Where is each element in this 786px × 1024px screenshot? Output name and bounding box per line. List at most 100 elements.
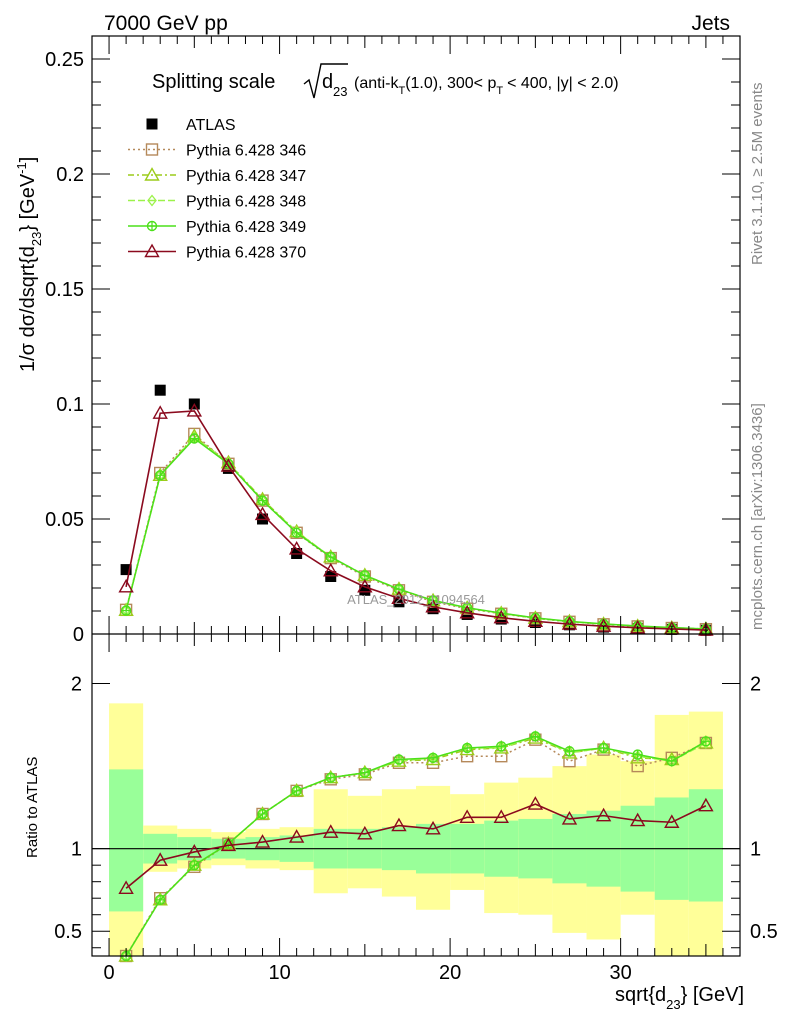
legend-entry-p346: Pythia 6.428 346 xyxy=(128,143,306,160)
legend-label: Pythia 6.428 349 xyxy=(186,219,306,236)
series-point-p370 xyxy=(493,609,509,624)
series-point-p349 xyxy=(666,755,677,767)
marker-cross xyxy=(292,528,302,538)
legend-marker xyxy=(144,243,160,258)
series-point-p349 xyxy=(155,470,166,481)
series-point-p370 xyxy=(220,458,237,472)
band-inner-bin xyxy=(688,789,723,902)
ratio-ylabel: Ratio to ATLAS xyxy=(24,757,41,858)
series-point-p370 xyxy=(186,844,203,858)
title-variable: d xyxy=(322,71,333,93)
legend-entry-p349: Pythia 6.428 349 xyxy=(128,219,306,236)
marker-cross xyxy=(667,756,677,766)
marker-cross xyxy=(189,860,199,870)
y-tick-label: 0.1 xyxy=(56,394,84,416)
top-panel-series xyxy=(118,384,714,636)
series-line-p370 xyxy=(125,803,707,889)
title-rest-3: < 400, |y| < 2.0) xyxy=(507,75,619,92)
series-point-p370 xyxy=(425,820,441,835)
series-point-p349 xyxy=(189,433,200,444)
series-point-p370 xyxy=(391,817,407,832)
series-point-p370 xyxy=(220,837,237,852)
marker-cross xyxy=(564,746,574,756)
series-point-p349 xyxy=(632,749,643,760)
series-point-p349 xyxy=(427,752,439,764)
ratio-panel-series xyxy=(118,730,714,963)
legend-marker xyxy=(146,118,158,130)
series-point-p349 xyxy=(291,527,302,538)
marker-cross xyxy=(496,741,506,751)
series-point-p349 xyxy=(530,731,541,742)
title-sqrt-sign xyxy=(303,63,348,99)
y-tick-label: 0.15 xyxy=(45,279,84,301)
legend-marker xyxy=(146,220,158,232)
series-point-p370 xyxy=(664,814,680,828)
marker-cross xyxy=(258,496,268,506)
series-line-p349 xyxy=(125,437,706,630)
series-point-p370 xyxy=(118,880,134,894)
marker-cross xyxy=(462,603,472,613)
header-energy-label: 7000 GeV pp xyxy=(104,12,228,35)
marker-cross xyxy=(292,786,302,796)
svg-text:Splitting scale: Splitting scale xyxy=(152,71,275,93)
marker-cross xyxy=(189,434,199,443)
legend-marker xyxy=(145,143,159,156)
marker-cross xyxy=(155,470,165,480)
series-point-p349 xyxy=(461,742,473,754)
series-point-p370 xyxy=(186,402,203,417)
title-rest-1: (anti-k xyxy=(354,75,399,92)
series-point-p370 xyxy=(288,540,305,555)
series-point-p370 xyxy=(595,807,612,822)
title-main: Splitting scale xyxy=(152,71,275,93)
series-point-data xyxy=(359,584,371,596)
x-tick-label: 30 xyxy=(610,962,632,984)
legend: ATLAS Pythia 6.428 346 Pythia 6.428 347 Pyt… xyxy=(128,117,306,262)
x-tick-label: 20 xyxy=(439,962,461,984)
marker-cross xyxy=(360,768,370,778)
series-point-p370 xyxy=(254,834,271,848)
x-tick-label: 0 xyxy=(103,962,114,984)
series-point-p370 xyxy=(561,811,578,825)
legend-entry-p370: Pythia 6.428 370 xyxy=(128,243,306,262)
ratio-y-tick-label: 2 xyxy=(71,674,82,696)
legend-label: Pythia 6.428 347 xyxy=(186,168,306,185)
marker-cross xyxy=(326,552,336,562)
legend-entry-data: ATLAS xyxy=(146,117,236,134)
series-point-p349 xyxy=(325,772,336,783)
title-rest-sub2: T xyxy=(496,85,503,97)
series-point-p349 xyxy=(393,754,405,765)
series-point-p370 xyxy=(357,578,373,593)
xlabel: sqrt{d23} [GeV] xyxy=(615,984,744,1012)
marker-cross xyxy=(633,750,643,760)
y-tick-label: 0 xyxy=(73,624,84,646)
marker-cross xyxy=(258,809,268,819)
legend-marker xyxy=(144,167,160,181)
y-tick-label: 0.05 xyxy=(45,509,84,531)
mcplots-reference-label: mcplots.cern.ch [arXiv:1306.3436] xyxy=(749,403,766,630)
series-point-p349 xyxy=(496,741,507,752)
marker-cross xyxy=(121,606,131,616)
series-point-p370 xyxy=(493,809,509,823)
legend-marker xyxy=(147,194,157,207)
ratio-y-tick-label: 1 xyxy=(71,839,82,861)
series-point-p370 xyxy=(254,506,271,521)
series-point-p370 xyxy=(459,809,475,823)
series-point-p349 xyxy=(155,894,166,906)
x-tick-label: 10 xyxy=(268,962,290,984)
series-point-p370 xyxy=(391,590,407,605)
series-point-p370 xyxy=(118,578,134,593)
marker-cross xyxy=(147,221,157,231)
marker-cross xyxy=(428,753,438,763)
legend-label: Pythia 6.428 348 xyxy=(186,194,306,211)
svg-text:(anti-kT(1.0), 300< pT< 400, |: (anti-kT(1.0), 300< pT < 400, |y| < 2.0) xyxy=(354,75,619,97)
series-point-p370 xyxy=(629,812,646,827)
band-inner-bin xyxy=(109,769,144,912)
series-point-data xyxy=(120,564,132,576)
plot-title: Splitting scale d 23 (anti-kT(1.0), 300<… xyxy=(152,63,619,99)
series-point-p349 xyxy=(120,605,132,616)
series-point-p349 xyxy=(564,746,575,757)
marker-cross xyxy=(394,754,404,764)
legend-label: Pythia 6.428 346 xyxy=(186,143,306,160)
top-ylabel: 1/σ dσ/dsqrt{d23} [GeV-1] xyxy=(14,157,44,372)
